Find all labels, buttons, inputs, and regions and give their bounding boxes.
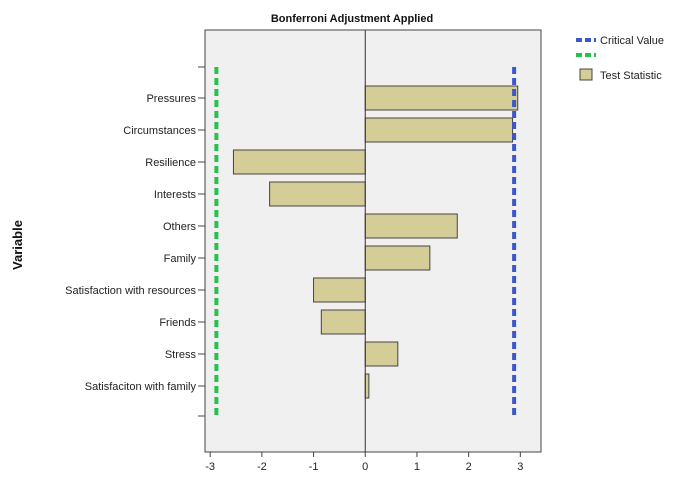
legend-item-test-statistic: Test Statistic	[579, 68, 662, 82]
x-tick-label: -3	[205, 461, 215, 473]
bar	[269, 181, 366, 207]
bar	[364, 213, 458, 239]
legend-swatch-test-statistic	[579, 68, 593, 81]
y-axis-title: Variable	[10, 220, 25, 270]
x-tick-label: 0	[362, 461, 368, 473]
bar	[364, 85, 519, 111]
y-tick-label: Family	[164, 253, 197, 265]
y-tick-label: Satisfaction with resources	[65, 285, 196, 297]
y-axis: Pressures Circumstances Resilience Interest…	[65, 66, 205, 417]
bar	[364, 373, 370, 399]
x-tick-label: 2	[466, 461, 472, 473]
legend-item-critical-value: Critical Value	[576, 35, 664, 57]
bar	[320, 309, 366, 335]
legend-label-critical-value: Critical Value	[600, 35, 664, 47]
legend-label-test-statistic: Test Statistic	[600, 70, 662, 82]
y-tick-label: Friends	[159, 317, 196, 329]
y-tick-label: Others	[163, 221, 197, 233]
x-tick-label: 1	[414, 461, 420, 473]
bar	[364, 117, 514, 143]
y-tick-label: Pressures	[146, 93, 196, 105]
bar	[232, 149, 366, 175]
y-tick-label: Interests	[154, 189, 197, 201]
x-tick-label: 3	[517, 461, 523, 473]
x-axis: -3 -2 -1 0 1 2 3	[205, 452, 523, 473]
x-tick-label: -2	[257, 461, 267, 473]
bar	[313, 277, 366, 303]
bar	[364, 341, 399, 367]
y-tick-label: Circumstances	[123, 125, 196, 137]
legend: Critical Value Test Statistic	[576, 35, 664, 82]
bars	[232, 85, 519, 399]
y-tick-label: Stress	[165, 349, 197, 361]
y-tick-label: Satisfaciton with family	[85, 381, 197, 393]
chart-title: Bonferroni Adjustment Applied	[271, 13, 433, 25]
bar	[364, 245, 431, 271]
x-tick-label: -1	[309, 461, 319, 473]
critical-value-lines	[214, 67, 517, 418]
y-tick-label: Resilience	[145, 157, 196, 169]
